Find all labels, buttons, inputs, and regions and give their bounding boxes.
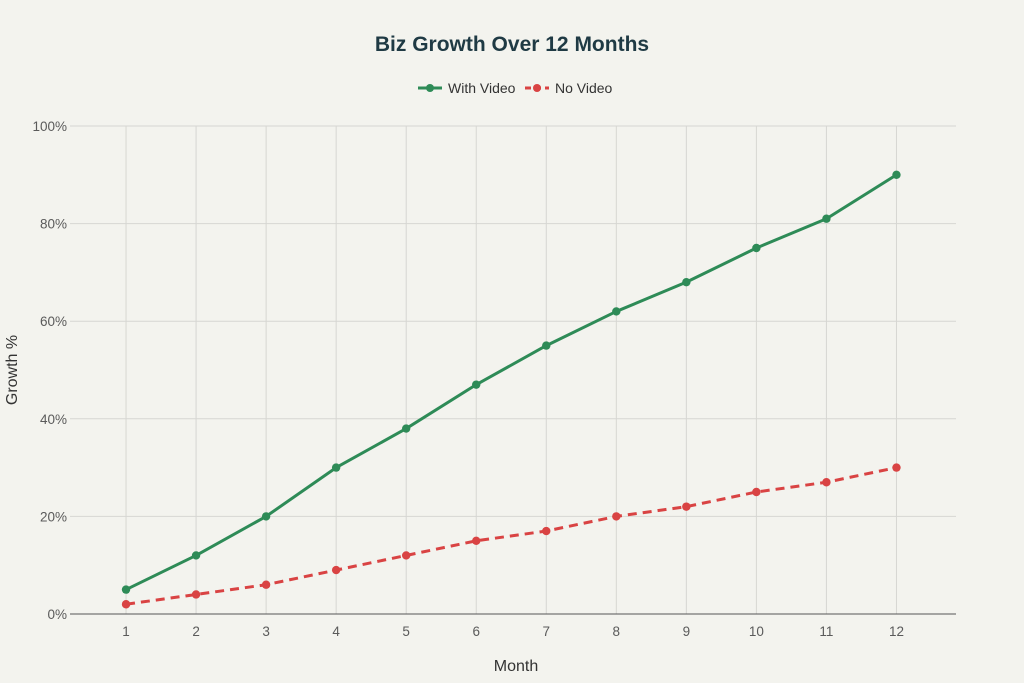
data-point[interactable] (331, 463, 341, 472)
series-no-video (121, 463, 901, 609)
data-point[interactable] (472, 536, 481, 545)
y-tick-label: 0% (47, 607, 67, 622)
x-tick-label: 12 (889, 624, 904, 639)
data-point[interactable] (542, 526, 551, 536)
x-tick-label: 11 (819, 624, 833, 639)
data-point[interactable] (822, 478, 831, 487)
legend-swatch-marker (533, 84, 541, 92)
data-point[interactable] (542, 341, 551, 350)
data-point[interactable] (191, 551, 201, 560)
x-tick-labels: 1 2 3 4 5 6 7 8 9 10 11 12 (122, 624, 904, 639)
x-tick-label: 6 (472, 624, 480, 639)
chart-title: Biz Growth Over 12 Months (375, 33, 649, 56)
y-axis-label: Growth % (4, 335, 21, 405)
data-point[interactable] (822, 214, 831, 223)
x-gridlines (125, 126, 897, 614)
y-tick-label: 20% (40, 509, 67, 524)
y-tick-label: 40% (40, 412, 67, 427)
series-layer (121, 170, 901, 609)
x-tick-label: 1 (122, 624, 130, 639)
data-point[interactable] (331, 565, 341, 575)
legend-label: No Video (555, 80, 613, 96)
data-point[interactable] (682, 502, 691, 511)
data-point[interactable] (752, 487, 761, 497)
y-tick-label: 60% (40, 314, 67, 329)
series-with-video (121, 170, 901, 594)
x-tick-label: 10 (749, 624, 764, 639)
data-point[interactable] (121, 600, 131, 609)
x-tick-label: 5 (402, 624, 410, 639)
data-point[interactable] (261, 580, 271, 589)
legend-label: With Video (448, 80, 516, 96)
x-tick-label: 9 (683, 624, 691, 639)
legend-swatch-marker (426, 84, 434, 92)
y-tick-labels: 0% 20% 40% 60% 80% 100% (32, 119, 67, 622)
legend-item[interactable]: With Video (418, 80, 516, 96)
x-tick-label: 2 (192, 624, 200, 639)
data-point[interactable] (682, 277, 691, 287)
x-tick-label: 7 (543, 624, 551, 639)
data-point[interactable] (261, 512, 271, 521)
x-tick-label: 8 (613, 624, 621, 639)
data-point[interactable] (892, 463, 901, 472)
series-line (125, 173, 898, 591)
legend-item[interactable]: No Video (525, 80, 613, 96)
data-point[interactable] (121, 585, 131, 594)
y-gridlines (70, 125, 956, 517)
data-point[interactable] (752, 243, 761, 253)
x-tick-label: 3 (262, 624, 270, 639)
series-line (125, 466, 897, 606)
data-point[interactable] (612, 512, 621, 521)
chart-legend: With Video No Video (418, 80, 613, 96)
data-point[interactable] (472, 380, 481, 389)
data-point[interactable] (401, 551, 411, 560)
data-point[interactable] (612, 307, 621, 316)
y-tick-label: 100% (32, 119, 67, 134)
x-tick-label: 4 (332, 624, 340, 639)
data-point[interactable] (401, 424, 411, 433)
y-tick-label: 80% (40, 217, 67, 232)
data-point[interactable] (892, 170, 901, 179)
x-axis-label: Month (494, 658, 538, 675)
data-point[interactable] (191, 590, 201, 599)
